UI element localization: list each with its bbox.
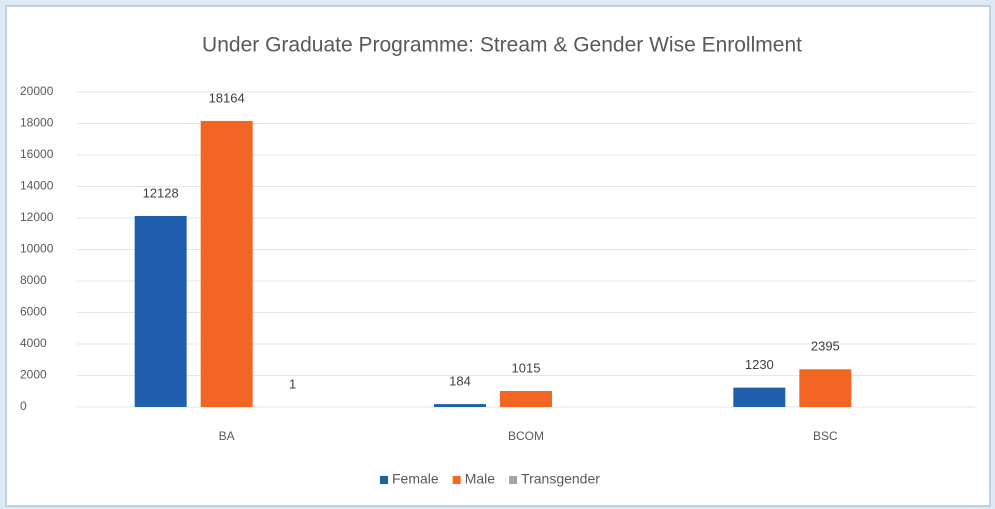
legend-label: Transgender bbox=[521, 471, 600, 487]
bar bbox=[733, 387, 786, 407]
bar bbox=[500, 391, 552, 407]
chart-title: Under Graduate Programme: Stream & Gende… bbox=[202, 34, 802, 57]
y-tick-label: 16000 bbox=[20, 147, 54, 161]
bar bbox=[200, 120, 253, 408]
legend-swatch bbox=[509, 476, 518, 484]
legend-swatch bbox=[380, 476, 388, 484]
y-tick-label: 20000 bbox=[20, 84, 54, 98]
bar bbox=[799, 369, 852, 407]
legend-label: Female bbox=[392, 471, 439, 487]
x-tick-label: BSC bbox=[813, 429, 838, 443]
data-label: 18164 bbox=[209, 90, 245, 105]
data-label: 1 bbox=[289, 376, 296, 391]
y-tick-label: 6000 bbox=[20, 305, 47, 319]
y-tick-label: 12000 bbox=[20, 210, 54, 224]
bar bbox=[434, 404, 486, 407]
data-label: 12128 bbox=[143, 185, 179, 200]
bar bbox=[134, 215, 187, 407]
y-tick-label: 8000 bbox=[20, 273, 47, 287]
x-tick-label: BCOM bbox=[508, 429, 544, 443]
y-tick-label: 10000 bbox=[20, 242, 54, 256]
data-label: 2395 bbox=[811, 339, 840, 354]
data-label: 1015 bbox=[512, 360, 541, 375]
legend-label: Male bbox=[465, 471, 496, 487]
y-tick-label: 18000 bbox=[20, 116, 54, 130]
y-tick-label: 14000 bbox=[20, 179, 54, 193]
data-label: 1230 bbox=[745, 357, 774, 372]
y-tick-label: 0 bbox=[20, 399, 27, 413]
data-label: 184 bbox=[449, 374, 471, 389]
y-tick-label: 4000 bbox=[20, 336, 47, 350]
y-tick-label: 2000 bbox=[20, 368, 47, 382]
x-tick-label: BA bbox=[219, 429, 235, 443]
legend-swatch bbox=[452, 476, 461, 484]
